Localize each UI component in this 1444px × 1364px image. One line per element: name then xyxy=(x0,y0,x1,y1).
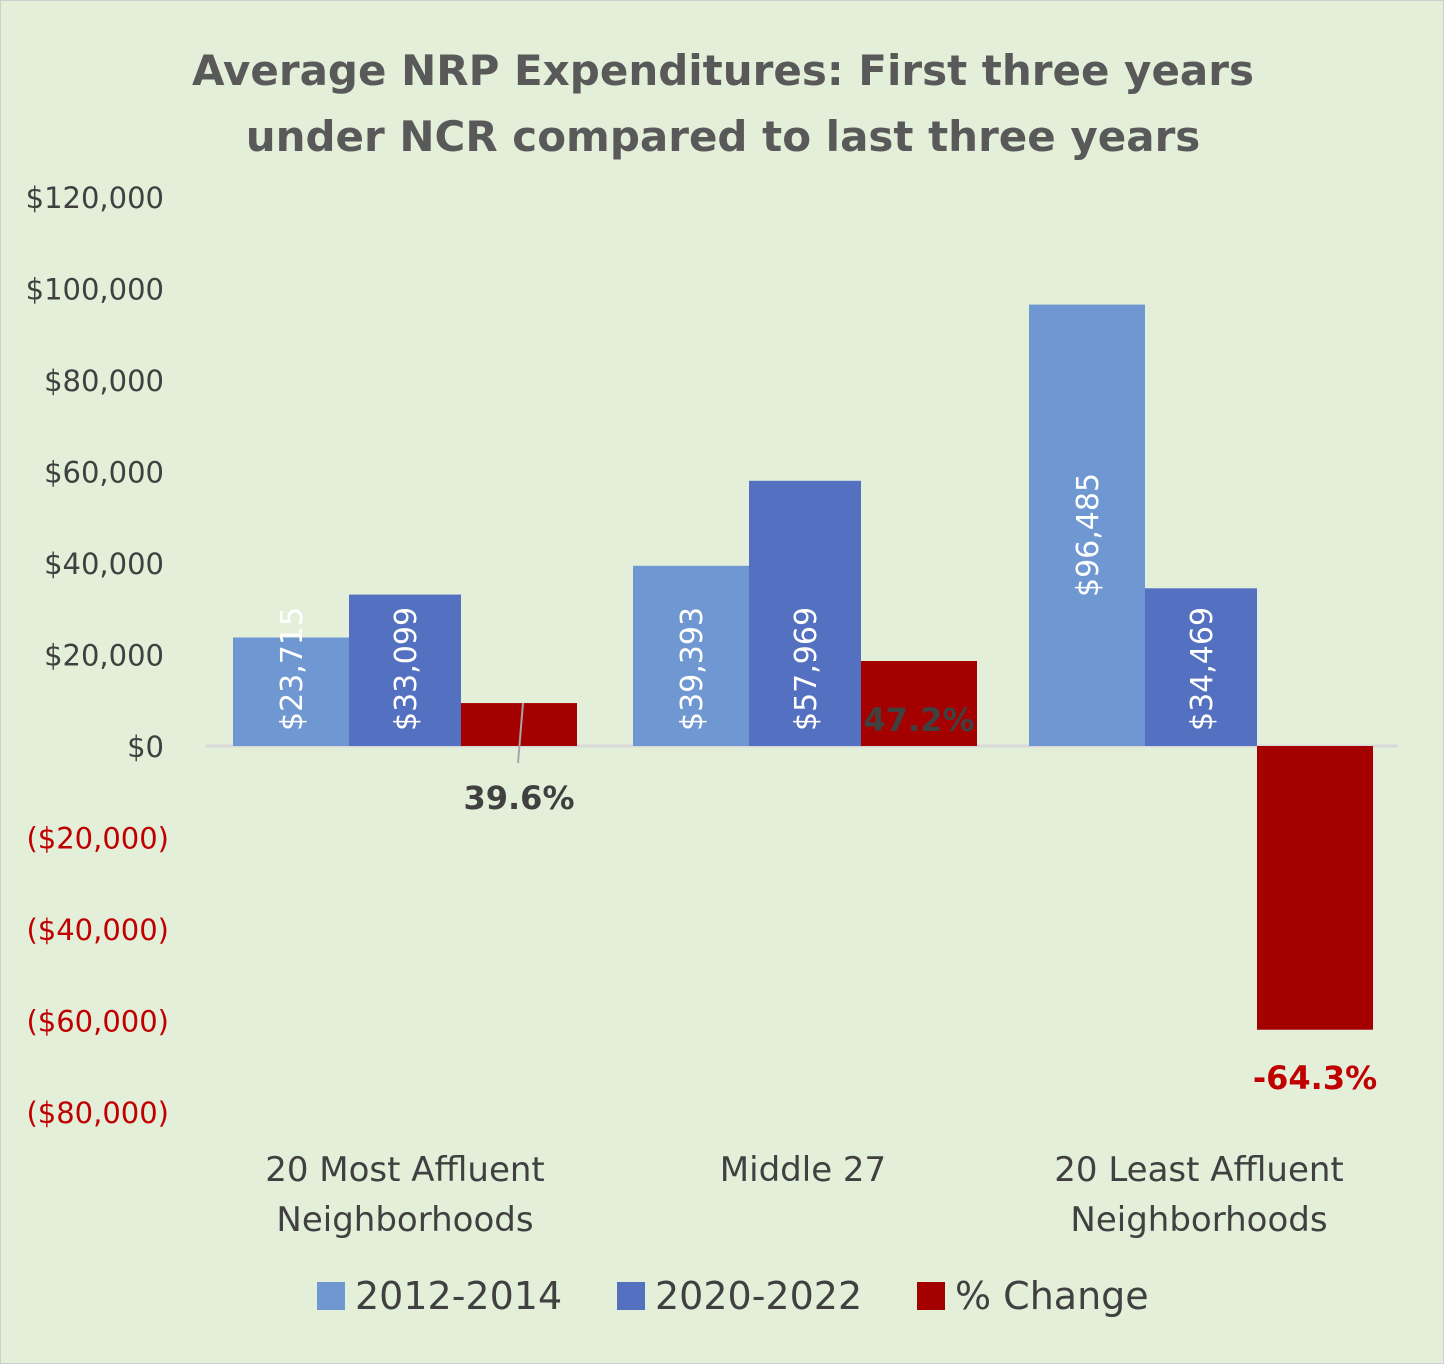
percent-change-label: 47.2% xyxy=(863,701,974,739)
legend-swatch xyxy=(617,1282,645,1310)
bar-2020-2022-0 xyxy=(349,594,461,746)
y-tick-label: $120,000 xyxy=(26,181,164,215)
category-label: Middle 27 xyxy=(720,1150,886,1190)
bar-2012-2014-0 xyxy=(233,637,349,746)
y-tick-label: $100,000 xyxy=(26,273,164,307)
bar-value-label: $34,469 xyxy=(1185,607,1220,731)
bars xyxy=(233,304,1373,1030)
y-axis: $120,000 $100,000 $80,000 $60,000 $40,000 $20… xyxy=(26,181,169,1130)
bar-value-label: $33,099 xyxy=(389,607,424,731)
category-label: Neighborhoods xyxy=(1070,1200,1327,1240)
y-tick-label: $20,000 xyxy=(44,639,164,673)
y-tick-label: ($20,000) xyxy=(26,822,169,856)
bar--change-0 xyxy=(461,703,577,746)
legend-label: 2020-2022 xyxy=(655,1274,862,1318)
bar-value-label: $23,715 xyxy=(275,607,310,731)
legend-swatch xyxy=(917,1282,945,1310)
y-tick-label: $80,000 xyxy=(44,364,164,398)
bar-2012-2014-2 xyxy=(1029,304,1145,746)
bar-2012-2014-1 xyxy=(633,565,749,746)
bar-2020-2022-1 xyxy=(749,480,861,746)
bar-value-label: $57,969 xyxy=(789,607,824,731)
category-label: Neighborhoods xyxy=(276,1200,533,1240)
legend: 2012-2014 2020-2022 % Change xyxy=(317,1274,1149,1318)
chart-title-line-2: under NCR compared to last three years xyxy=(246,112,1201,161)
chart-title-line-1: Average NRP Expenditures: First three ye… xyxy=(192,46,1254,95)
bar-2020-2022-2 xyxy=(1145,588,1257,746)
data-labels: $23,715 $33,099 39.6% $39,393 $57,969 47.2% $9… xyxy=(275,473,1377,1097)
leader-line xyxy=(517,702,524,764)
legend-swatch xyxy=(317,1282,345,1310)
bar--change-2 xyxy=(1257,746,1373,1030)
legend-label: 2012-2014 xyxy=(355,1274,562,1318)
legend-label: % Change xyxy=(955,1274,1149,1318)
y-tick-label: $60,000 xyxy=(44,456,164,490)
bar-value-label: $39,393 xyxy=(675,607,710,731)
y-tick-label: $0 xyxy=(127,730,164,764)
x-axis: 20 Most Affluent Neighborhoods Middle 27 20… xyxy=(265,1150,1344,1240)
category-label: 20 Least Affluent xyxy=(1054,1150,1344,1190)
y-tick-label: ($80,000) xyxy=(26,1096,169,1130)
percent-change-label: 39.6% xyxy=(463,779,574,817)
y-tick-label: ($60,000) xyxy=(26,1005,169,1039)
category-label: 20 Most Affluent xyxy=(265,1150,545,1190)
bar-value-label: $96,485 xyxy=(1071,473,1106,597)
y-tick-label: $40,000 xyxy=(44,547,164,581)
bar--change-1 xyxy=(861,661,977,746)
percent-change-label: -64.3% xyxy=(1253,1059,1377,1097)
y-tick-label: ($40,000) xyxy=(26,913,169,947)
